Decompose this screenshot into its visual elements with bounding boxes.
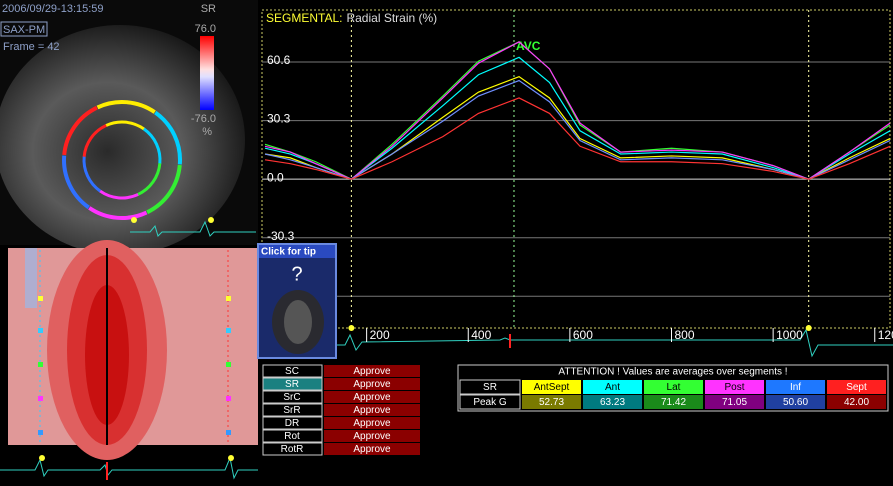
x-tick-label: 600 — [573, 328, 593, 342]
event-marker — [348, 325, 354, 331]
segment-value: 71.05 — [722, 397, 747, 408]
series-line — [265, 81, 890, 180]
param-name[interactable]: SrR — [283, 405, 300, 416]
segment-name: Sept — [846, 382, 867, 393]
x-tick-label: 200 — [370, 328, 390, 342]
x-tick-label: 800 — [675, 328, 695, 342]
chart-subtitle: Radial Strain (%) — [346, 11, 437, 25]
timestamp: 2006/09/29-13:15:59 — [2, 3, 104, 15]
scale-label: SR — [201, 3, 216, 15]
frame-label: Frame = 42 — [3, 41, 60, 53]
approve-label[interactable]: Approve — [353, 418, 391, 429]
x-tick-label: 1200 — [878, 328, 893, 342]
ecg-trace — [336, 330, 893, 356]
x-tick-label: 1000 — [776, 328, 803, 342]
segment-name: Post — [724, 382, 744, 393]
scale-max: 76.0 — [195, 23, 216, 35]
series-line — [265, 98, 890, 179]
segment-value: 52.73 — [539, 397, 564, 408]
header-label: SR — [483, 382, 497, 393]
param-name[interactable]: RotR — [281, 444, 304, 455]
approve-label[interactable]: Approve — [353, 392, 391, 403]
chart-title: SEGMENTAL: — [266, 11, 342, 25]
tip-title[interactable]: Click for tip — [261, 247, 316, 258]
tip-popup[interactable] — [258, 244, 336, 358]
series-line — [265, 77, 890, 179]
param-name[interactable]: SR — [285, 379, 299, 390]
segment-value: 50.60 — [783, 397, 808, 408]
approve-label[interactable]: Approve — [353, 444, 391, 455]
param-name[interactable]: SrC — [283, 392, 300, 403]
tip-icon[interactable]: ? — [291, 263, 302, 285]
scale-min: -76.0 — [191, 113, 216, 125]
mmode-map — [0, 240, 258, 480]
y-tick-label: 30.3 — [267, 112, 291, 126]
segment-name: AntSept — [534, 382, 570, 393]
segment-value: 63.23 — [600, 397, 625, 408]
segment-name: Inf — [790, 382, 801, 393]
table-notice: ATTENTION ! Values are averages over seg… — [558, 367, 787, 378]
segment-name: Lat — [667, 382, 681, 393]
app-window: 2006/09/29-13:15:59 SAX-PM Frame = 42 SR… — [0, 0, 893, 486]
row-label: Peak G — [473, 397, 507, 408]
segment-name: Ant — [605, 382, 620, 393]
param-name[interactable]: SC — [285, 366, 299, 377]
view-label: SAX-PM — [3, 24, 45, 36]
approve-label[interactable]: Approve — [353, 366, 391, 377]
event-marker — [806, 325, 812, 331]
annotation: AVC — [516, 39, 541, 53]
approve-label[interactable]: Approve — [353, 431, 391, 442]
approve-label[interactable]: Approve — [353, 405, 391, 416]
segment-value: 71.42 — [661, 397, 686, 408]
echo-image — [0, 0, 258, 255]
scale-unit: % — [202, 126, 212, 138]
segment-value: 42.00 — [844, 397, 869, 408]
y-tick-label: -30.3 — [267, 229, 295, 243]
y-tick-label: 0.0 — [267, 170, 284, 184]
screen: 2006/09/29-13:15:59 SAX-PM Frame = 42 SR… — [0, 0, 893, 486]
param-name[interactable]: DR — [285, 418, 299, 429]
y-tick-label: 60.6 — [267, 53, 291, 67]
x-tick-label: 400 — [471, 328, 491, 342]
param-name[interactable]: Rot — [284, 431, 300, 442]
plot-frame — [262, 10, 890, 328]
approve-label[interactable]: Approve — [353, 379, 391, 390]
